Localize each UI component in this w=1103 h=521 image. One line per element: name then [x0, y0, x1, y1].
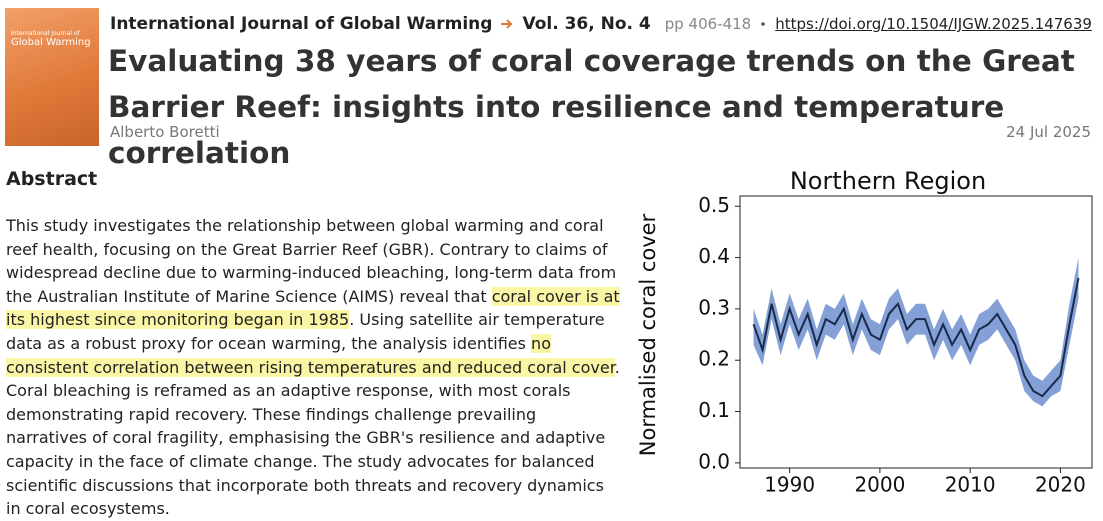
abstract-heading: Abstract: [6, 168, 98, 190]
y-tick-label: 0.4: [698, 244, 730, 268]
doi-link[interactable]: https://doi.org/10.1504/IJGW.2025.147639: [775, 15, 1092, 33]
y-tick-label: 0.2: [698, 347, 730, 371]
pages: pp 406-418: [664, 15, 752, 33]
article-title: Evaluating 38 years of coral coverage tr…: [108, 44, 1075, 170]
y-tick-label: 0.5: [698, 193, 730, 217]
cover-image: International Journal of Global Warming: [5, 8, 99, 146]
x-tick-label: 2010: [945, 473, 996, 497]
y-axis-label: Normalised coral cover: [636, 213, 660, 456]
x-tick-label: 1990: [764, 473, 815, 497]
cover-text: Global Warming: [11, 37, 91, 48]
y-tick-label: 0.3: [698, 295, 730, 319]
citation-bar: International Journal of Global Warming …: [110, 14, 1092, 34]
line: [752, 277, 1080, 398]
y-tick-label: 0.0: [698, 449, 730, 473]
text-segment: This study investigates the relationship…: [6, 216, 617, 306]
author[interactable]: Alberto Boretti: [110, 123, 220, 141]
abstract-text: This study investigates the relationship…: [6, 214, 622, 521]
text-segment: . Using satellite air temperature data a…: [6, 310, 605, 353]
dot-separator: [761, 22, 766, 26]
arrow-icon: [501, 19, 513, 29]
chart: Northern Region Normalised coral cover 0…: [636, 167, 1093, 497]
chart-title: Northern Region: [790, 167, 986, 195]
cover-text: International Journal of: [11, 30, 80, 37]
x-tick-label: 2000: [854, 473, 905, 497]
plot-frame: [739, 195, 1093, 469]
x-tick-label: 2020: [1035, 473, 1086, 497]
y-tick-label: 0.1: [698, 398, 730, 422]
journal-name[interactable]: International Journal of Global Warming: [110, 14, 493, 34]
confidence-band: [753, 257, 1079, 407]
date: 24 Jul 2025: [1006, 123, 1091, 141]
volume[interactable]: Vol. 36, No. 4: [522, 14, 651, 34]
text-segment: . Coral bleaching is reframed as an adap…: [6, 357, 620, 519]
